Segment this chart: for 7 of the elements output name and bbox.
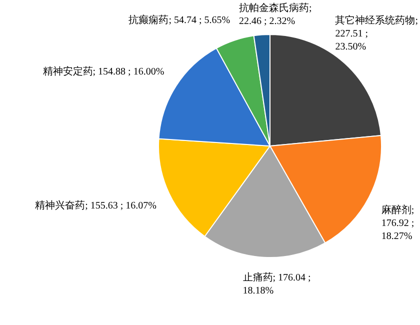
- slice-label: 其它神经系统药物; 227.51 ; 23.50%: [335, 14, 418, 52]
- slice-label: 抗癫痫药; 54.74 ; 5.65%: [128, 14, 230, 26]
- slice-label: 抗帕金森氏病药; 22.46 ; 2.32%: [239, 2, 312, 28]
- slice-label: 精神安定药; 154.88 ; 16.00%: [42, 66, 164, 78]
- slice-label: 止痛药; 176.04 ; 18.18%: [242, 271, 312, 296]
- slice-label: 麻醉剂; 176.92 ; 18.27%: [381, 204, 414, 242]
- slice-label: 精神兴奋药; 155.63 ; 16.07%: [35, 200, 156, 212]
